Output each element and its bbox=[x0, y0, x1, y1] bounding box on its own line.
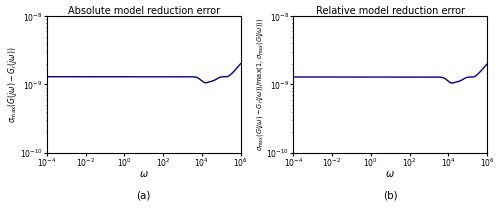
X-axis label: $\omega$: $\omega$ bbox=[386, 169, 395, 179]
Text: (a): (a) bbox=[136, 191, 151, 201]
Text: (b): (b) bbox=[383, 191, 398, 201]
Y-axis label: $\sigma_{\rm max}(G(j\omega)-G_r(j\omega))$: $\sigma_{\rm max}(G(j\omega)-G_r(j\omega… bbox=[6, 46, 18, 123]
Title: Absolute model reduction error: Absolute model reduction error bbox=[68, 6, 220, 16]
Title: Relative model reduction error: Relative model reduction error bbox=[316, 6, 464, 16]
Y-axis label: $\sigma_{\rm max}(G(j\omega)-G_r(j\omega))/{\rm max}(1,\sigma_{\rm max}(G(j\omeg: $\sigma_{\rm max}(G(j\omega)-G_r(j\omega… bbox=[255, 18, 265, 151]
X-axis label: $\omega$: $\omega$ bbox=[139, 169, 148, 179]
